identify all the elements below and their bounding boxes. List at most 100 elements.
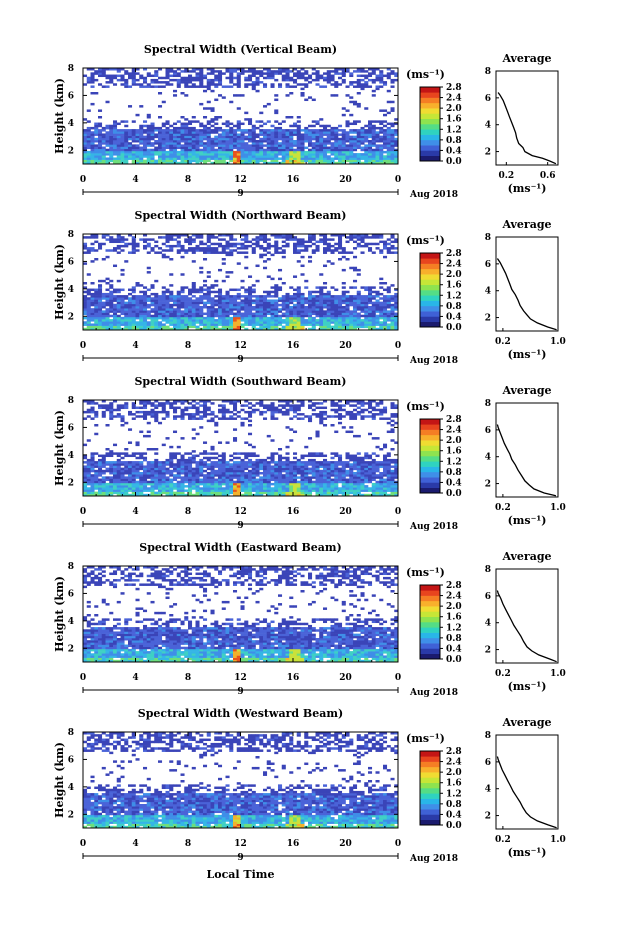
heatmap-cell [345,94,350,97]
heatmap-cell [281,78,286,82]
heatmap-cell [143,297,148,300]
heatmap-cell [199,487,204,490]
heatmap-cell [90,157,95,160]
heatmap-cell [83,142,88,145]
heatmap-cell [206,419,211,423]
heatmap-cell [334,140,339,143]
heatmap-cell [143,155,148,158]
heatmap-cell [139,137,144,141]
heatmap-cell [161,81,166,84]
heatmap-cell [308,140,313,143]
heatmap-cell [244,299,249,302]
heatmap-cell [105,448,110,451]
heatmap-cell [368,153,373,156]
heatmap-cell [293,129,298,132]
heatmap-cell [158,314,163,318]
heatmap-cell [394,131,399,134]
heatmap-cell [120,463,125,466]
heatmap-cell [386,288,391,292]
heatmap-cell [326,238,331,241]
heatmap-cell [293,85,298,88]
heatmap-cell [90,474,95,477]
heatmap-cell [206,487,211,490]
colorbar-segment [420,108,440,114]
heatmap-cell [244,240,249,244]
heatmap-cell [139,487,144,490]
heatmap-cell [199,286,204,289]
heatmap-cell [386,76,391,80]
heatmap-cell [124,301,129,305]
heatmap-cell [368,286,373,289]
heatmap-cell [263,310,268,313]
heatmap-cells [83,68,399,165]
heatmap-cell [319,327,324,331]
heatmap-cell [368,247,373,250]
heatmap-cell [293,325,298,329]
heatmap-cell [300,150,305,154]
heatmap-cell [113,400,118,403]
heatmap-cell [113,308,118,311]
heatmap-cell [109,142,114,145]
heatmap-cell [203,150,208,154]
heatmap-cell [281,282,286,285]
heatmap-cell [124,476,129,479]
x-tick-label: 4 [132,341,138,351]
heatmap-cell [218,297,223,300]
heatmap-cell [285,238,290,241]
heatmap-cell [300,92,305,95]
heatmap-cell [300,146,305,150]
heatmap-cell [124,402,129,405]
heatmap-cell [128,461,133,464]
heatmap-cell [173,129,178,132]
heatmap-cell [285,148,290,152]
heatmap-cell [300,295,305,298]
heatmap-cell [221,122,226,126]
heatmap-cell [214,472,219,475]
heatmap-cell [263,157,268,160]
heatmap-cell [281,303,286,307]
heatmap-cell [143,234,148,237]
heatmap-cell [368,295,373,298]
heatmap-cell [120,268,125,272]
heatmap-cell [296,142,301,145]
heatmap-cell [386,100,391,104]
heatmap-cell [94,140,99,143]
heatmap-cell [176,406,181,410]
heatmap-cell [353,122,358,126]
heatmap-cell [379,297,384,300]
heatmap-cell [199,157,204,160]
heatmap-cell [191,310,196,313]
heatmap-cell [135,463,140,466]
heatmap-cell [386,161,391,165]
heatmap-cell [101,295,106,298]
heatmap-cell [176,81,181,84]
heatmap-cell [244,76,249,80]
heatmap-cell [323,316,328,320]
heatmap-cell [113,465,118,468]
y-tick-label: 8 [68,230,74,240]
heatmap-cell [131,417,136,420]
heatmap-cell [191,478,196,482]
heatmap-cell [98,404,103,407]
heatmap-cell [176,415,181,418]
heatmap-cell [158,316,163,320]
heatmap-cell [236,295,241,298]
heatmap-cell [120,157,125,160]
heatmap-cell [308,155,313,158]
heatmap-cell [259,234,264,237]
heatmap-cell [128,413,133,416]
heatmap-cell [263,131,268,134]
heatmap-cell [83,417,88,420]
heatmap-cell [308,157,313,160]
heatmap-cell [240,150,245,154]
heatmap-cell [278,129,283,132]
heatmap-cell [236,124,241,128]
heatmap-cell [221,476,226,479]
heatmap-cell [165,142,170,145]
heatmap-cell [383,155,388,158]
heatmap-cell [203,321,208,324]
heatmap-cell [214,461,219,464]
heatmap-cell [161,142,166,145]
heatmap-cell [161,303,166,307]
heatmap-cell [319,135,324,139]
